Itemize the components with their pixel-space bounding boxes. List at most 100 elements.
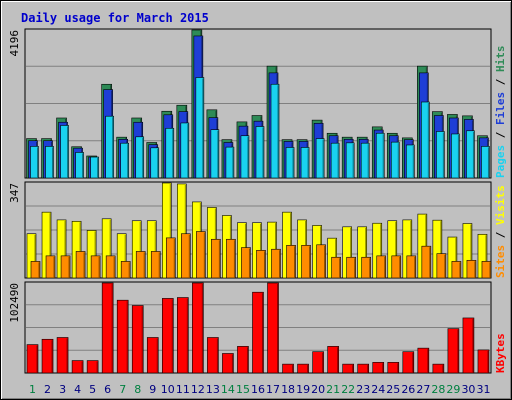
visitors-bar-sites [301, 245, 311, 279]
traffic-bar-pages [375, 132, 385, 179]
day-label: 31 [476, 383, 490, 396]
day-label: 21 [326, 383, 340, 396]
day-label: 6 [104, 383, 111, 396]
traffic-bar-pages [390, 141, 400, 179]
day-label: 30 [461, 383, 475, 396]
day-label: 29 [446, 383, 460, 396]
day-label: 13 [206, 383, 220, 396]
kbytes-bar-kbytes [26, 344, 39, 374]
traffic-bar-pages [436, 131, 445, 179]
visitors-legend-visits: Visits [494, 185, 507, 225]
kbytes-bar-kbytes [297, 363, 309, 374]
day-label: 11 [176, 383, 190, 396]
visitors-legend-sites: Sites [494, 245, 507, 278]
kbytes-legend-kbytes: KBytes [494, 333, 507, 373]
day-label: 4 [74, 383, 81, 396]
visitors-bar-sites [181, 233, 191, 279]
traffic-bar-pages [406, 144, 415, 179]
traffic-bar-pages [105, 115, 114, 179]
visitors-bar-sites [256, 250, 266, 279]
traffic-bar-pages [45, 146, 54, 179]
legend-separator: / [494, 225, 507, 245]
traffic-bar-pages [466, 130, 475, 179]
traffic-bar-pages [120, 142, 129, 179]
visitors-bar-sites [45, 255, 56, 279]
day-axis: 1 2 3 4 5 6 7 8 9 10 11 12 13 14 15 16 17 18 19 20 21 22 23 24 2… [29, 383, 490, 396]
kbytes-bar-kbytes [252, 291, 264, 374]
day-label: 24 [371, 383, 385, 396]
visitors-bar-sites [90, 255, 101, 279]
legend-separator: / [494, 72, 507, 92]
visitors-bar-sites [271, 248, 281, 279]
kbytes-bar-kbytes [357, 363, 370, 374]
kbytes-bar-kbytes [462, 317, 475, 374]
kbytes-bar-kbytes [447, 328, 460, 374]
traffic-bar-pages [421, 101, 430, 179]
visitors-bar-sites [30, 261, 41, 279]
traffic-bar-pages [90, 156, 99, 179]
traffic-legend-files: Files [494, 92, 507, 125]
day-label: 1 [29, 383, 36, 396]
day-label: 14 [221, 383, 235, 396]
day-label: 15 [236, 383, 250, 396]
day-label: 9 [149, 383, 156, 396]
kbytes-bar-kbytes [432, 363, 445, 374]
traffic-bar-pages [451, 133, 460, 179]
kbytes-panel: 102490 KBytes [8, 281, 507, 374]
traffic-bar-pages [300, 147, 310, 179]
kbytes-bar-kbytes [237, 346, 249, 374]
kbytes-bar-kbytes [417, 347, 430, 374]
visitors-bar-sites [466, 259, 477, 279]
traffic-bar-pages [150, 147, 160, 179]
visitors-bar-sites [316, 244, 326, 279]
traffic-bar-pages [225, 146, 235, 179]
traffic-legend-hits: Hits [494, 46, 507, 73]
visitors-bar-sites [451, 261, 462, 279]
day-label: 7 [119, 383, 126, 396]
traffic-bar-pages [195, 77, 205, 179]
day-label: 12 [191, 383, 205, 396]
visitors-bar-sites [150, 251, 161, 279]
traffic-bar-pages [270, 83, 280, 179]
traffic-bar-pages [285, 147, 295, 179]
day-label: 23 [356, 383, 370, 396]
visitors-bar-sites [105, 255, 116, 279]
traffic-bar-pages [255, 126, 265, 179]
traffic-bar-pages [30, 146, 39, 179]
visitors-bar-sites [391, 255, 402, 279]
visitors-bar-sites [346, 256, 356, 279]
kbytes-bar-kbytes [402, 351, 415, 374]
visitors-bar-sites [286, 245, 296, 279]
visitors-bar-sites [196, 231, 206, 279]
kbytes-bar-kbytes [86, 360, 99, 374]
kbytes-bar-kbytes [56, 337, 69, 374]
visitors-panel: 347 Sites / Visits [8, 181, 507, 279]
kbytes-bar-kbytes [372, 362, 385, 374]
visitors-bar-sites [120, 261, 131, 279]
visitors-bar-sites [436, 253, 447, 279]
visitors-bar-sites [135, 251, 146, 279]
traffic-panel: 4196 Pages / Files / Hits [8, 28, 507, 179]
kbytes-bar-kbytes [312, 351, 324, 374]
kbytes-bar-kbytes [101, 282, 114, 374]
kbytes-bar-kbytes [342, 363, 354, 374]
visitors-bar-sites [226, 238, 236, 279]
kbytes-bar-kbytes [222, 353, 234, 374]
kbytes-bar-kbytes [177, 297, 189, 374]
legend-separator: / [494, 125, 507, 145]
visitors-ymax-label: 347 [8, 183, 21, 203]
traffic-bar-pages [75, 152, 84, 179]
day-label: 19 [296, 383, 310, 396]
kbytes-bar-kbytes [267, 282, 279, 374]
traffic-bar-pages [240, 135, 250, 179]
day-label: 2 [44, 383, 51, 396]
kbytes-bar-kbytes [41, 338, 54, 374]
kbytes-bar-kbytes [477, 349, 490, 374]
traffic-bar-pages [330, 142, 340, 179]
day-label: 26 [401, 383, 415, 396]
day-label: 8 [134, 383, 141, 396]
visitors-bar-sites [241, 247, 251, 279]
visitors-side-legend: Sites / Visits [494, 185, 507, 278]
traffic-bar-pages [165, 127, 175, 179]
